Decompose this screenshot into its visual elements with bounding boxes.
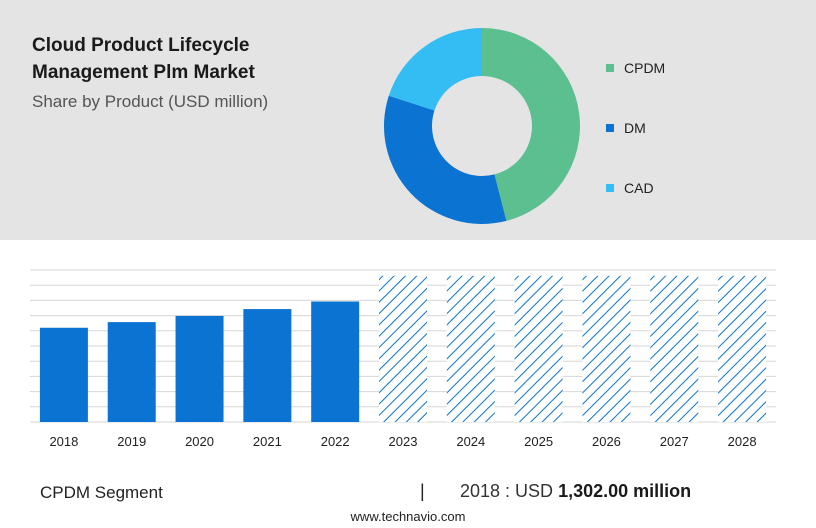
footer-divider: | [420, 481, 425, 501]
bar-2020 [175, 315, 224, 422]
legend-label-dm: DM [624, 120, 646, 136]
donut-chart [384, 27, 580, 224]
bar-2018 [39, 327, 88, 422]
donut-slice-cpdm [482, 28, 580, 221]
donut-slice-cad [388, 27, 482, 111]
x-tick-label: 2024 [456, 434, 485, 449]
x-tick-label: 2026 [592, 434, 621, 449]
bar-2022 [311, 301, 360, 422]
legend-swatch-cpdm [606, 64, 614, 72]
x-tick-label: 2019 [117, 434, 146, 449]
forecast-bar-2024 [446, 275, 495, 422]
x-tick-label: 2018 [49, 434, 78, 449]
x-tick-label: 2023 [389, 434, 418, 449]
chart-title: Cloud Product Lifecycle Management Plm M… [32, 35, 255, 83]
forecast-bar-2023 [379, 275, 427, 422]
legend-item-cpdm: CPDM [606, 58, 665, 78]
donut-slice-dm [384, 95, 507, 224]
legend-label-cad: CAD [624, 180, 654, 196]
footer-value-prefix: 2018 : USD [460, 481, 554, 501]
bar-chart: 2018 2019 2020 2021 2022 2023 2024 2025 2026 2027… [30, 269, 776, 449]
legend-label-cpdm: CPDM [624, 60, 666, 76]
source-link[interactable]: www.technavio.com [350, 509, 466, 524]
legend-swatch-cad [606, 184, 614, 192]
footer-value: 2018 : USD 1,302.00 million [460, 481, 691, 502]
x-tick-label: 2025 [524, 434, 553, 449]
legend-item-cad: CAD [606, 178, 654, 198]
chart-subtitle: Share by Product (USD million) [32, 92, 269, 111]
x-tick-label: 2028 [728, 434, 757, 449]
footer-segment-label: CPDM Segment [40, 483, 163, 502]
forecast-bar-2028 [718, 275, 767, 422]
x-tick-label: 2020 [185, 434, 214, 449]
bar-2021 [243, 309, 292, 422]
forecast-bar-2025 [514, 275, 563, 422]
forecast-bar-2026 [582, 275, 631, 422]
forecast-bar-2027 [650, 275, 699, 422]
legend-item-dm: DM [606, 118, 646, 138]
footer-value-amount: 1,302.00 million [558, 481, 692, 501]
legend-swatch-dm [606, 124, 614, 132]
bar-2019 [107, 322, 156, 422]
x-tick-label: 2022 [321, 434, 350, 449]
x-tick-label: 2021 [253, 434, 282, 449]
x-tick-label: 2027 [660, 434, 689, 449]
